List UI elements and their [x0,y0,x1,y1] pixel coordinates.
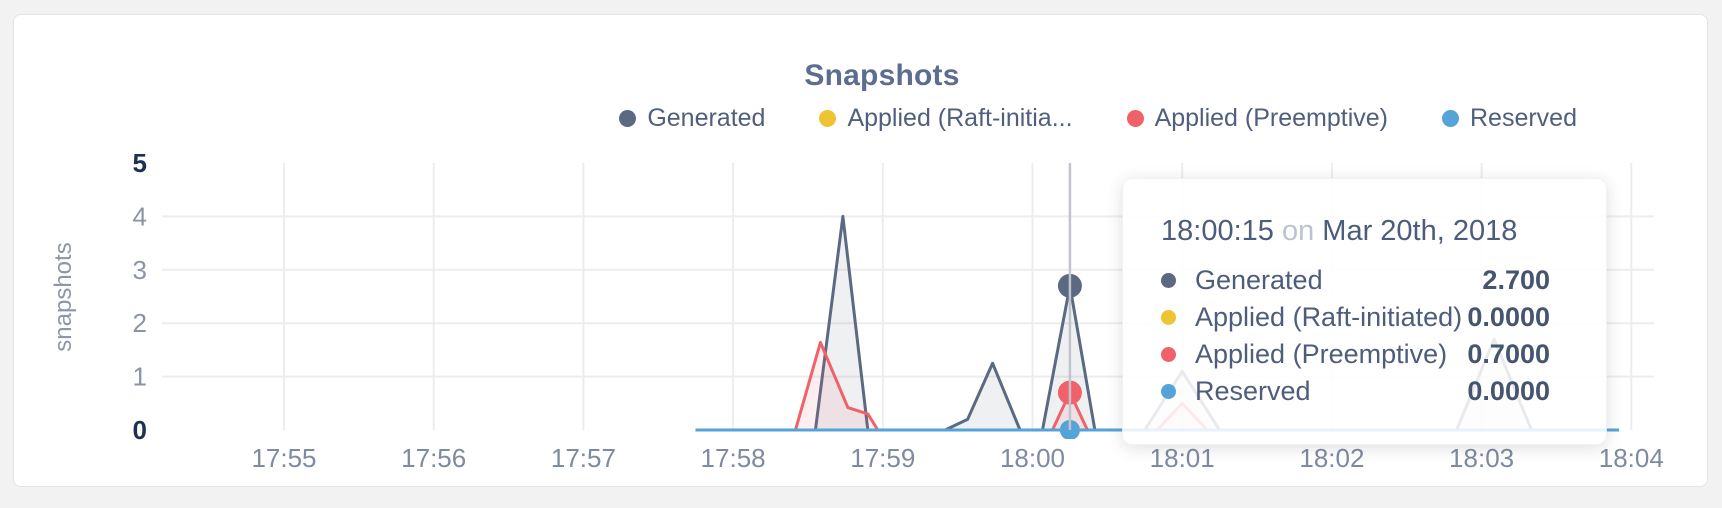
tooltip-row: Applied (Preemptive) 0.7000 [1161,336,1550,373]
chart-legend: Generated Applied (Raft-initia... Applied … [619,104,1577,133]
legend-item-label: Reserved [1470,104,1577,132]
chart-card: Snapshots Generated Applied (Raft-initia.… [13,14,1708,487]
tooltip-series-value: 0.0000 [1467,302,1550,332]
tooltip-series-value: 2.700 [1482,265,1550,295]
x-axis-tick-label: 18:03 [1449,443,1514,473]
y-axis-tick-label: 4 [133,201,147,231]
tooltip-series-dot-icon [1161,347,1176,362]
legend-dot-icon [1442,110,1459,127]
tooltip-row: Generated 2.700 [1161,262,1550,299]
tooltip-row: Reserved 0.0000 [1161,373,1550,410]
x-axis-tick-label: 17:56 [401,443,466,473]
x-axis-tick-label: 18:02 [1299,443,1364,473]
tooltip-series-label: Generated [1195,265,1323,295]
legend-item-label: Generated [647,104,766,132]
x-axis-tick-label: 18:04 [1599,443,1664,473]
tooltip-series-value: 0.0000 [1467,376,1550,406]
hover-tooltip: 18:00:15 on Mar 20th, 2018 Generated 2.70… [1122,178,1607,445]
tooltip-rows: Generated 2.700 Applied (Raft-initiated) 0.… [1161,262,1550,410]
tooltip-series-label: Applied (Preemptive) [1195,339,1448,369]
y-axis-tick-label: 0 [133,415,147,445]
y-axis-tick-label: 1 [133,362,147,392]
x-axis-tick-label: 18:00 [1000,443,1065,473]
tooltip-date: Mar 20th, 2018 [1322,215,1518,247]
x-axis-tick-label: 17:58 [701,443,766,473]
legend-item-applied-preemptive[interactable]: Applied (Preemptive) [1126,104,1388,133]
y-axis-tick-label: 3 [133,255,147,285]
tooltip-title: 18:00:15 on Mar 20th, 2018 [1161,215,1550,248]
x-axis-tick-label: 17:59 [850,443,915,473]
legend-dot-icon [1126,110,1144,127]
tooltip-series-value: 0.7000 [1467,339,1550,369]
legend-item-applied-raft-initia[interactable]: Applied (Raft-initia... [819,104,1073,133]
y-axis-tick-label: 5 [133,148,147,178]
legend-item-label: Applied (Raft-initia... [847,104,1073,132]
tooltip-conjunction: on [1281,215,1315,247]
x-axis-tick-label: 17:57 [551,443,616,473]
tooltip-series-label: Reserved [1195,376,1311,406]
legend-dot-icon [619,110,637,127]
tooltip-row: Applied (Raft-initiated) 0.0000 [1161,299,1550,336]
tooltip-time: 18:00:15 [1161,215,1274,247]
x-axis-tick-label: 18:01 [1150,443,1215,473]
legend-item-generated[interactable]: Generated [619,104,765,133]
tooltip-series-dot-icon [1161,384,1176,399]
legend-item-label: Applied (Preemptive) [1154,104,1388,132]
y-axis-title: snapshots [50,242,77,351]
x-axis-tick-label: 17:55 [251,443,316,473]
legend-dot-icon [819,110,837,127]
tooltip-series-label: Applied (Raft-initiated) [1195,302,1463,332]
tooltip-series-dot-icon [1161,310,1176,325]
y-axis-tick-label: 2 [133,308,147,338]
legend-item-reserved[interactable]: Reserved [1442,104,1577,133]
chart-title: Snapshots [804,59,960,92]
tooltip-series-dot-icon [1161,273,1176,288]
